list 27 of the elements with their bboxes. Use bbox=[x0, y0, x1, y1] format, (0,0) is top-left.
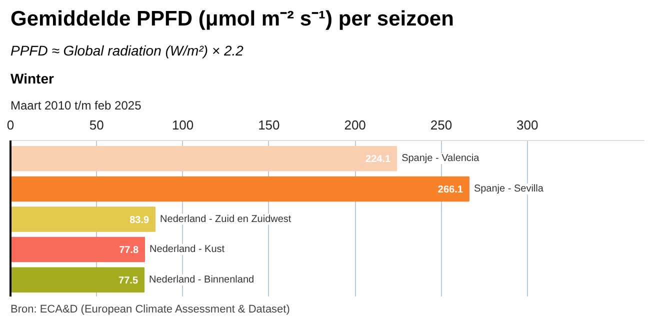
bar bbox=[10, 146, 398, 172]
data-label: 77.5 bbox=[118, 275, 138, 286]
bar bbox=[10, 176, 470, 202]
text: Winter bbox=[10, 70, 54, 86]
data-label: 224.1 bbox=[366, 154, 392, 166]
x-tick-label: 300 bbox=[516, 118, 538, 132]
x-tick-label: 100 bbox=[172, 118, 194, 132]
y-tick-label: Spanje - Sevilla bbox=[474, 183, 544, 194]
x-tick-label: 200 bbox=[344, 118, 366, 132]
chart-subtitle: PPFD ≈ Global radiation (W/m²) × 2.2 bbox=[10, 42, 244, 58]
x-tick-label: 250 bbox=[430, 118, 452, 132]
y-tick-label: Nederland - Kust bbox=[150, 244, 225, 256]
chart-title: Gemiddelde PPFD (μmol m⁻² s⁻¹) per seizoen bbox=[10, 8, 454, 30]
y-tick-label: Nederland - Binnenland bbox=[149, 274, 254, 286]
x-tick-label: 50 bbox=[89, 118, 104, 132]
data-label: 83.9 bbox=[130, 214, 150, 226]
bar bbox=[10, 206, 156, 232]
x-tick-label: 150 bbox=[258, 118, 280, 132]
data-label: 266.1 bbox=[438, 184, 464, 196]
bar bbox=[10, 267, 145, 292]
text: Maart 2010 t/m feb 2025 bbox=[10, 98, 142, 112]
bar bbox=[10, 236, 146, 262]
y-tick-label: Nederland - Zuid en Zuidwest bbox=[160, 214, 292, 225]
x-tick-label: 0 bbox=[6, 118, 14, 132]
text: Bron: ECA&D (European Climate Assessment & Dataset) bbox=[10, 304, 290, 316]
data-label: 77.8 bbox=[119, 245, 139, 256]
y-tick-label: Spanje - Valencia bbox=[402, 153, 480, 164]
